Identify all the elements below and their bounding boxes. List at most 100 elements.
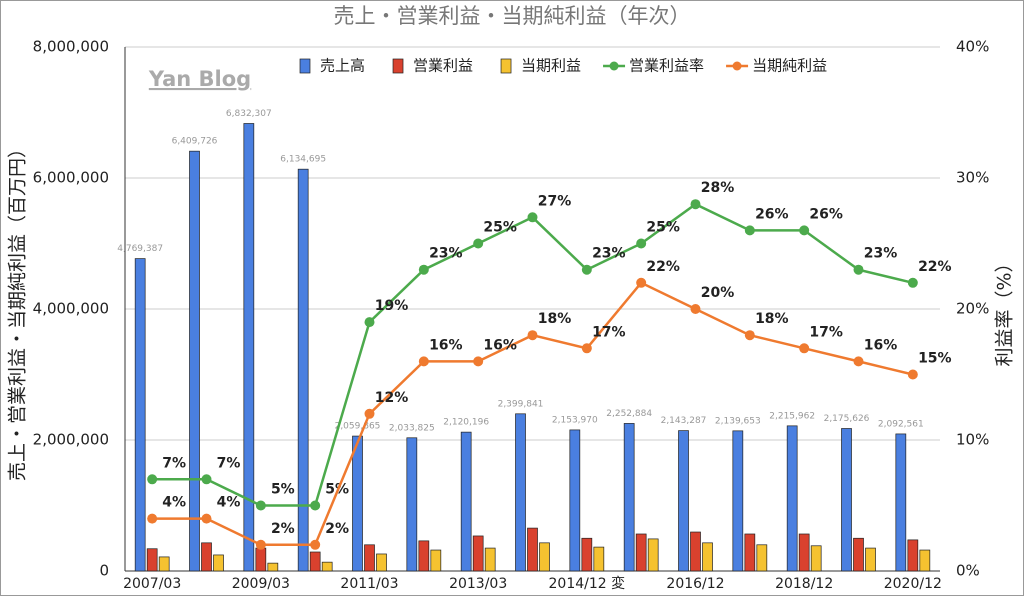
line-point	[418, 356, 429, 367]
line-point	[255, 500, 266, 511]
chart-title: 売上・営業利益・当期純利益（年次）	[334, 4, 691, 28]
line-point	[853, 264, 864, 275]
line-value-label: 26%	[809, 206, 843, 222]
line-point	[147, 474, 158, 485]
legend-label: 売上高	[320, 57, 365, 75]
bar	[593, 546, 605, 572]
line-point	[310, 500, 321, 511]
bar	[515, 413, 526, 572]
legend-label: 営業利益率	[629, 57, 704, 75]
line-point	[473, 238, 484, 249]
line-value-label: 25%	[483, 220, 517, 236]
bar	[352, 435, 363, 572]
bar	[919, 549, 931, 572]
bar	[786, 425, 798, 572]
line-value-label: 2%	[271, 521, 295, 537]
bar	[527, 527, 538, 572]
y-tick-label: 2,000,000	[33, 431, 109, 449]
bar	[895, 433, 907, 572]
bar-value-label: 2,139,653	[715, 416, 761, 426]
legend-label: 当期利益	[521, 57, 581, 75]
bar-value-label: 6,832,307	[226, 109, 272, 119]
watermark: Yan Blog	[148, 67, 251, 91]
line-value-label: 17%	[592, 324, 626, 340]
line-value-label: 18%	[755, 311, 789, 327]
bar	[297, 168, 309, 572]
bar	[907, 539, 919, 572]
bar-value-label: 2,215,962	[769, 411, 815, 421]
line-value-label: 16%	[483, 337, 517, 353]
bar-value-label: 2,033,825	[389, 423, 435, 433]
bar	[213, 554, 224, 572]
x-tick-label: 2018/12	[775, 576, 833, 592]
bar-value-label: 6,409,726	[172, 137, 218, 147]
line-value-label: 18%	[538, 311, 572, 327]
bar	[309, 551, 321, 572]
line-value-label: 16%	[864, 337, 898, 353]
bar	[472, 535, 484, 572]
line-point	[690, 199, 701, 210]
y2-tick-label: 40%	[956, 38, 989, 56]
line-point	[147, 513, 158, 524]
bar	[690, 531, 701, 572]
line-value-label: 23%	[592, 246, 626, 262]
line-point	[636, 277, 647, 288]
bar	[364, 544, 375, 572]
line-point	[907, 369, 918, 380]
bar	[853, 537, 864, 572]
bar	[376, 553, 387, 572]
bar	[484, 547, 496, 572]
line-point	[473, 356, 484, 367]
line-value-label: 25%	[646, 220, 680, 236]
bar-value-label: 2,175,626	[824, 414, 870, 424]
bar-value-label: 4,769,387	[117, 244, 163, 254]
bar-value-label: 2,059,865	[335, 422, 381, 432]
line-point	[744, 330, 755, 341]
x-tick-label: 2009/03	[232, 576, 290, 592]
x-tick-label: 2020/12	[884, 576, 942, 592]
bar-value-label: 2,092,561	[878, 419, 924, 429]
bar-value-label: 2,252,884	[606, 409, 652, 419]
line-point	[799, 225, 810, 236]
bar	[623, 423, 635, 572]
line-value-label: 28%	[701, 180, 735, 196]
line-point	[690, 304, 701, 314]
bar	[647, 538, 659, 572]
line-point	[636, 238, 647, 249]
line-value-label: 17%	[809, 324, 843, 340]
bar-value-label: 2,399,841	[498, 399, 544, 409]
bar-value-label: 2,153,970	[552, 415, 598, 425]
bar	[418, 540, 430, 572]
line-point	[310, 539, 321, 550]
bar	[406, 437, 418, 572]
legend-label: 当期純利益	[752, 57, 827, 75]
bar	[201, 542, 212, 572]
legend-swatch	[500, 58, 512, 74]
y-tick-label: 0	[99, 562, 109, 580]
line-point	[799, 343, 810, 354]
line-value-label: 5%	[271, 482, 295, 498]
line-value-label: 20%	[701, 285, 735, 301]
legend-label: 営業利益	[413, 57, 473, 75]
y2-axis-label: 利益率（%）	[994, 253, 1016, 366]
line-value-label: 23%	[429, 246, 463, 262]
bar	[732, 430, 744, 572]
x-tick-label: 2007/03	[123, 576, 181, 592]
x-tick-label: 2011/03	[340, 576, 398, 592]
bar	[243, 123, 255, 572]
bar	[678, 430, 689, 572]
line-value-label: 27%	[538, 193, 572, 209]
bar	[756, 544, 768, 572]
line-point	[527, 330, 538, 341]
x-tick-label: 2013/03	[449, 576, 507, 592]
line-value-label: 12%	[375, 390, 409, 406]
bar	[321, 561, 333, 572]
bar	[702, 542, 713, 572]
legend-swatch	[732, 61, 742, 71]
line-point	[581, 343, 592, 354]
bar	[189, 150, 200, 572]
y-tick-label: 8,000,000	[33, 38, 109, 56]
y-tick-label: 4,000,000	[33, 300, 109, 318]
